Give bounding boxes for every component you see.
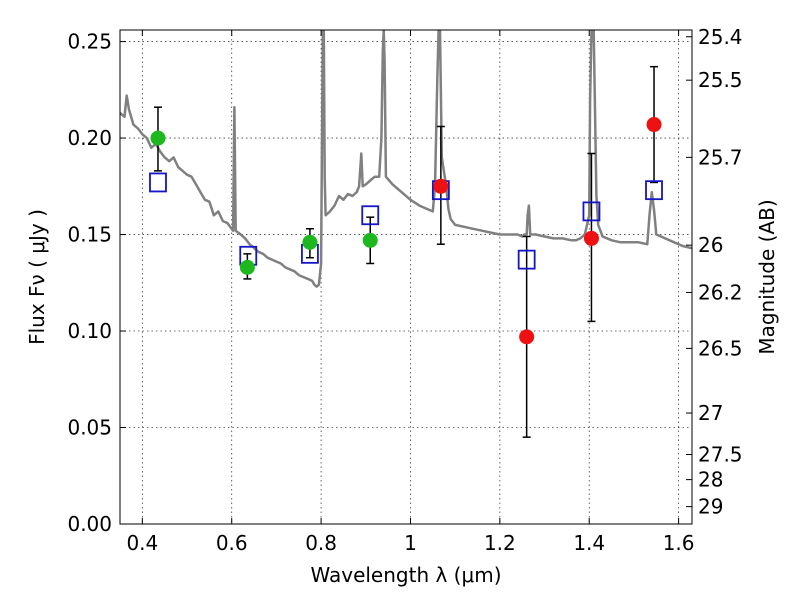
green-photometry-point <box>362 232 378 248</box>
red-photometry-point <box>583 230 599 246</box>
red-photometry-point <box>519 329 535 345</box>
y-tick-label: 0.10 <box>67 319 112 343</box>
x-tick-label: 0.6 <box>216 531 248 555</box>
errorbar-layer <box>153 65 659 438</box>
mag-tick-label: 25.4 <box>698 25 743 49</box>
x-tick-label: 1.4 <box>573 531 605 555</box>
mag-tick-label: 27.5 <box>698 443 743 467</box>
photometry-layer <box>150 117 662 345</box>
mag-tick-label: 26.5 <box>698 336 743 360</box>
x-tick-label: 0.8 <box>305 531 337 555</box>
red-photometry-point <box>433 178 449 194</box>
green-photometry-point <box>150 130 166 146</box>
grid <box>120 30 692 525</box>
model-box-marker <box>645 180 663 201</box>
green-photometry-point <box>239 259 255 275</box>
y-tick-label: 0.00 <box>67 512 112 536</box>
model-spectrum-line <box>120 30 692 288</box>
mag-tick-label: 29 <box>698 495 723 519</box>
mag-tick-label: 26 <box>698 233 723 257</box>
model-box-layer <box>149 172 663 270</box>
y-axis-left-label: Flux Fν ( μJy ) <box>25 209 49 345</box>
mag-tick-label: 28 <box>698 468 723 492</box>
model-box-marker <box>361 205 380 226</box>
x-tick-label: 1 <box>404 531 417 555</box>
y-tick-label: 0.15 <box>67 223 112 247</box>
x-axis: 0.4 0.6 0.8 1 1.2 1.4 1.6 <box>126 30 695 555</box>
y-axis-right-label: Magnitude (AB) <box>755 199 779 354</box>
plot-area <box>120 30 692 438</box>
y-axis-right: 25.4 25.5 25.7 26 26.2 26.5 27 27.528 29 <box>686 25 743 519</box>
model-box-marker <box>149 172 167 193</box>
y-axis-left: 0.00 0.05 0.10 0.15 0.20 0.25 <box>67 30 126 536</box>
model-box-marker <box>517 249 536 270</box>
model-spectrum-layer <box>120 30 692 288</box>
y-tick-label: 0.05 <box>67 416 112 440</box>
x-tick-label: 0.4 <box>126 531 158 555</box>
x-axis-label: Wavelength λ (μm) <box>310 563 501 587</box>
plot-frame <box>119 29 693 525</box>
green-photometry-point <box>302 234 318 250</box>
x-tick-label: 1.6 <box>663 531 695 555</box>
red-photometry-point <box>646 117 662 133</box>
mag-tick-label: 26.2 <box>698 280 743 304</box>
y-tick-label: 0.25 <box>67 30 112 54</box>
x-tick-label: 1.2 <box>484 531 516 555</box>
mag-tick-label: 25.7 <box>698 145 743 169</box>
model-box-marker <box>582 201 601 222</box>
mag-tick-label: 25.5 <box>698 68 743 92</box>
y-tick-label: 0.20 <box>67 126 112 150</box>
mag-tick-label: 27 <box>698 401 723 425</box>
